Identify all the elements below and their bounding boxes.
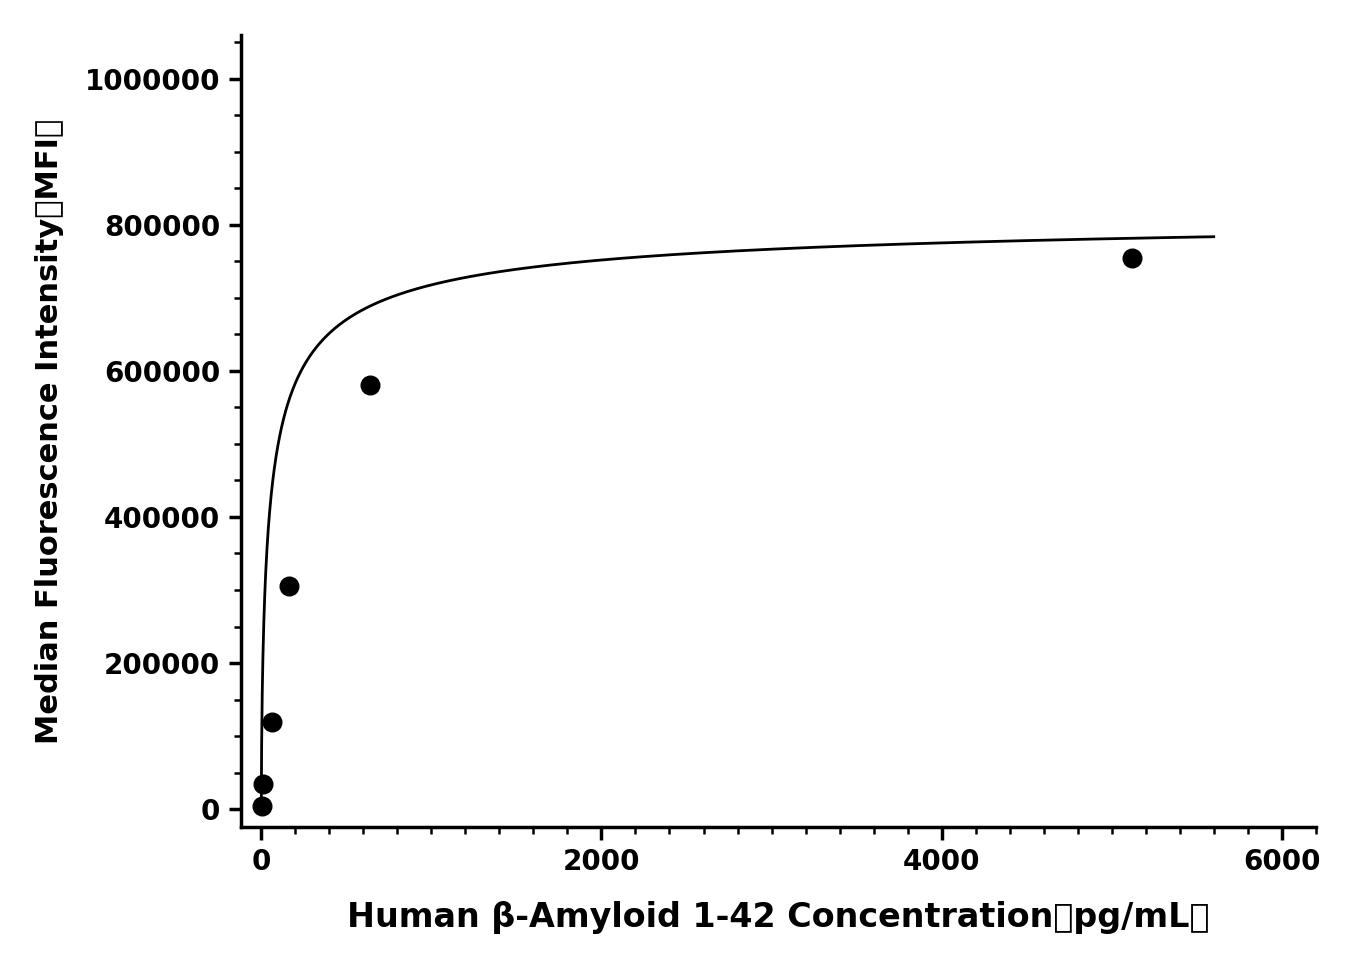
Point (1121, 250, 1143, 266)
Point (262, 714, 283, 730)
Point (251, 797, 273, 813)
X-axis label: Human β-Amyloid 1-42 Concentration（pg/mL）: Human β-Amyloid 1-42 Concentration（pg/mL… (347, 901, 1210, 934)
Point (278, 578, 300, 594)
Point (252, 776, 274, 792)
Y-axis label: Median Fluorescence Intensity（MFI）: Median Fluorescence Intensity（MFI） (35, 118, 64, 744)
Point (359, 378, 381, 393)
